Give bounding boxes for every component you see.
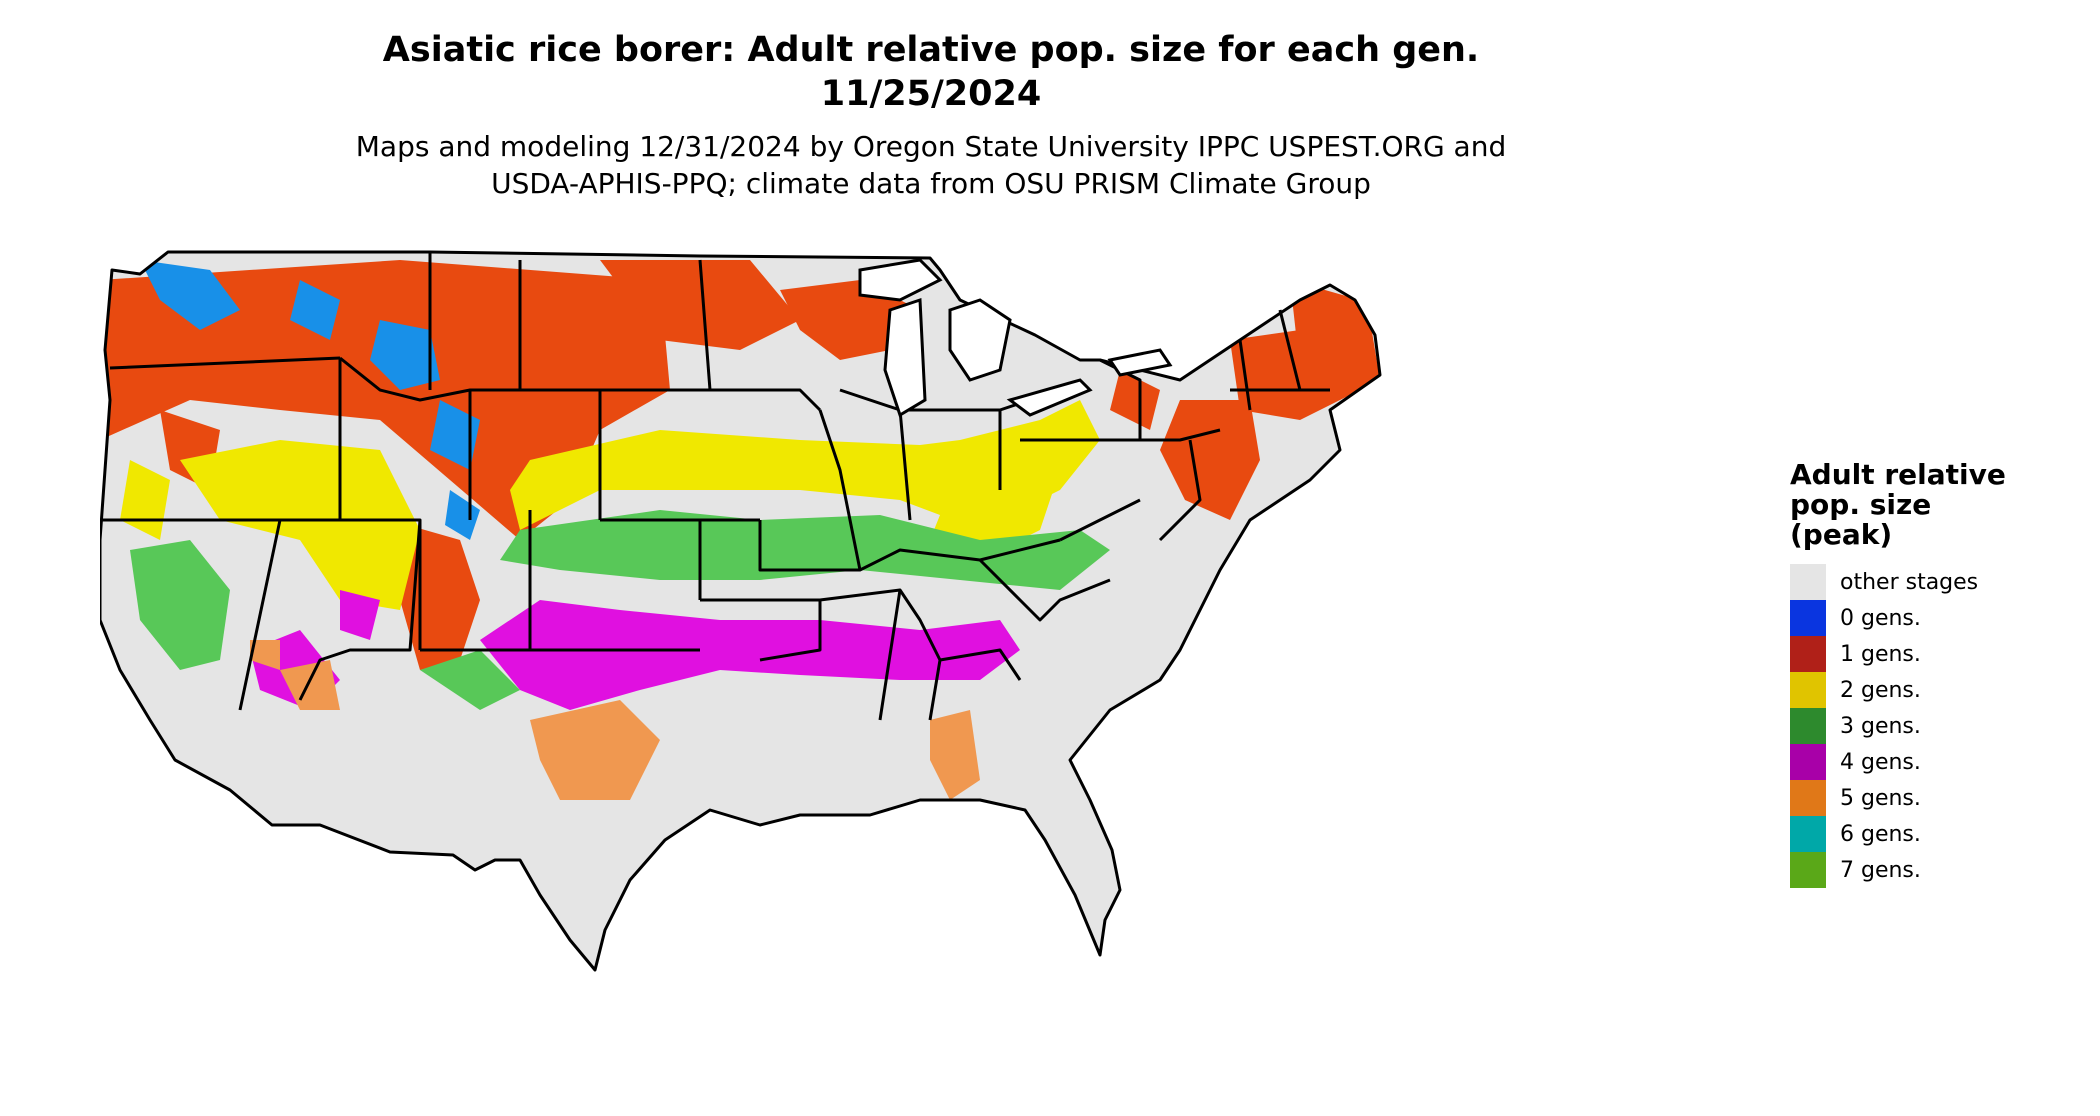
map-title: Asiatic rice borer: Adult relative pop. …: [382, 30, 1480, 70]
map-legend: Adult relative pop. size (peak) other st…: [1790, 460, 2006, 888]
map-credit-line-1: Maps and modeling 12/31/2024 by Oregon S…: [355, 130, 1507, 163]
great-lakes: [858, 258, 1173, 418]
five-gen-regions: [250, 640, 980, 800]
legend-item-5-gens: 5 gens.: [1790, 780, 2006, 816]
three-gen-regions: [130, 510, 1110, 710]
legend-item-4-gens: 4 gens.: [1790, 744, 2006, 780]
legend-title: Adult relative pop. size (peak): [1790, 458, 2006, 551]
legend-item-7-gens: 7 gens.: [1790, 852, 2006, 888]
legend-item-3-gens: 3 gens.: [1790, 708, 2006, 744]
two-gen-regions: [120, 400, 1100, 610]
legend-swatch: [1790, 708, 1826, 744]
legend-swatch: [1790, 564, 1826, 600]
map-credit-line-2: USDA-APHIS-PPQ; climate data from OSU PR…: [491, 167, 1371, 200]
legend-swatch: [1790, 780, 1826, 816]
legend-label: 0 gens.: [1840, 605, 1921, 631]
legend-swatch: [1790, 744, 1826, 780]
legend-swatch: [1790, 636, 1826, 672]
map-date: 11/25/2024: [820, 74, 1042, 114]
legend-swatch: [1790, 600, 1826, 636]
legend-label: 3 gens.: [1840, 713, 1921, 739]
legend-label: 2 gens.: [1840, 677, 1921, 703]
legend-item-1-gens: 1 gens.: [1790, 636, 2006, 672]
legend-label: 7 gens.: [1840, 857, 1921, 883]
state-borders: [100, 250, 1382, 972]
legend-item-0-gens: 0 gens.: [1790, 600, 2006, 636]
legend-label: 6 gens.: [1840, 821, 1921, 847]
legend-label: other stages: [1840, 569, 1979, 595]
legend-swatch: [1790, 672, 1826, 708]
zero-gen-regions: [140, 260, 480, 540]
legend-item-other-stages: other stages: [1790, 564, 2006, 600]
legend-item-2-gens: 2 gens.: [1790, 672, 2006, 708]
legend-label: 5 gens.: [1840, 785, 1921, 811]
legend-label: 4 gens.: [1840, 749, 1921, 775]
legend-swatch: [1790, 852, 1826, 888]
us-generation-map: [100, 250, 1382, 972]
six-gen-regions: [978, 810, 1010, 850]
legend-item-6-gens: 6 gens.: [1790, 816, 2006, 852]
legend-label: 1 gens.: [1840, 641, 1921, 667]
legend-swatch: [1790, 816, 1826, 852]
